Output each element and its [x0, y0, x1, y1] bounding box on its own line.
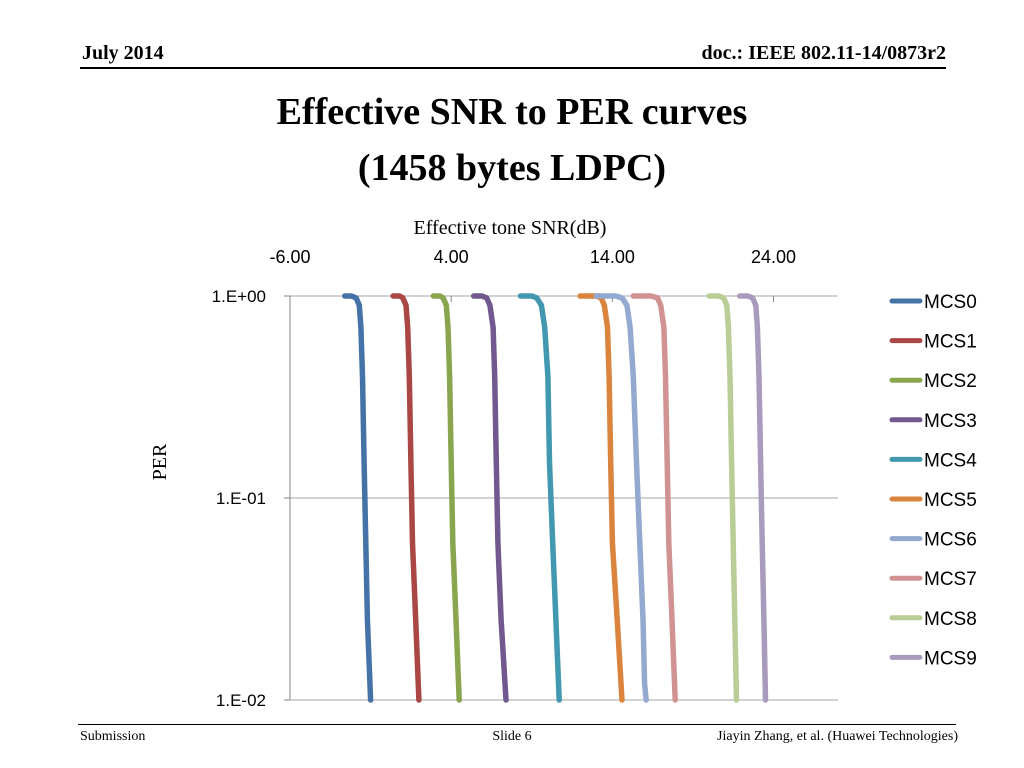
series-line-mcs1 [390, 293, 422, 703]
per-chart: 1.E+00 1.E-01 1.E-02 -6.00 4.00 14.00 24.00 Eff… [149, 217, 977, 710]
legend-label-mcs9: MCS9 [924, 648, 977, 669]
series-line-mcs6 [593, 293, 649, 703]
series-line-mcs9 [736, 293, 769, 703]
y-tick-label-1: 1.E-01 [216, 489, 266, 508]
legend-label-mcs1: MCS1 [924, 332, 977, 353]
legend-label-mcs3: MCS3 [924, 411, 977, 432]
x-axis-title: Effective tone SNR(dB) [414, 217, 607, 239]
x-tick-label-0: -6.00 [269, 247, 310, 267]
slide-title-line2: (1458 bytes LDPC) [357, 147, 667, 189]
footer-authors: Jiayin Zhang, et al. (Huawei Technologie… [717, 729, 958, 744]
legend-label-mcs0: MCS0 [924, 292, 977, 313]
footer-submission: Submission [80, 729, 146, 744]
slide-title-line1: Effective SNR to PER curves [276, 91, 748, 133]
header-date: July 2014 [82, 42, 164, 64]
header-divider [80, 67, 946, 69]
footer-slide-number: Slide 6 [492, 729, 532, 744]
series-line-mcs2 [430, 293, 462, 703]
series-line-mcs7 [630, 293, 678, 703]
x-tick-label-2: 14.00 [590, 247, 635, 267]
legend-label-mcs6: MCS6 [924, 530, 977, 551]
legend-label-mcs5: MCS5 [924, 490, 977, 511]
y-tick-label-2: 1.E-02 [216, 691, 266, 710]
legend-label-mcs7: MCS7 [924, 569, 977, 590]
header-doc-id: doc.: IEEE 802.11-14/0873r2 [701, 42, 946, 64]
x-tick-label-3: 24.00 [751, 247, 796, 267]
series-line-mcs8 [706, 293, 740, 703]
legend-label-mcs8: MCS8 [924, 609, 977, 630]
y-axis-title: PER [149, 443, 171, 480]
legend-label-mcs4: MCS4 [924, 450, 977, 471]
y-tick-label-0: 1.E+00 [212, 287, 266, 306]
footer-divider [78, 724, 956, 725]
series-line-mcs0 [342, 293, 374, 703]
legend-label-mcs2: MCS2 [924, 371, 977, 392]
x-tick-label-1: 4.00 [434, 247, 469, 267]
series-line-mcs3 [470, 293, 509, 703]
series-line-mcs4 [517, 293, 562, 703]
